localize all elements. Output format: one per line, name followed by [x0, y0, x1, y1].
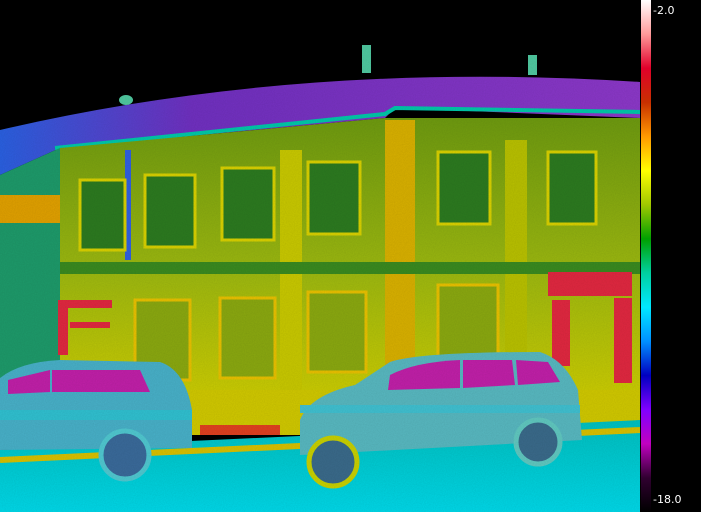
scale-max-label: -2.0	[653, 4, 675, 17]
scale-min-label: -18.0	[653, 493, 682, 506]
colorbar	[641, 0, 651, 512]
thermal-image	[0, 0, 640, 512]
noise-overlay	[0, 0, 640, 512]
temperature-scale: -2.0 -18.0	[640, 0, 701, 512]
